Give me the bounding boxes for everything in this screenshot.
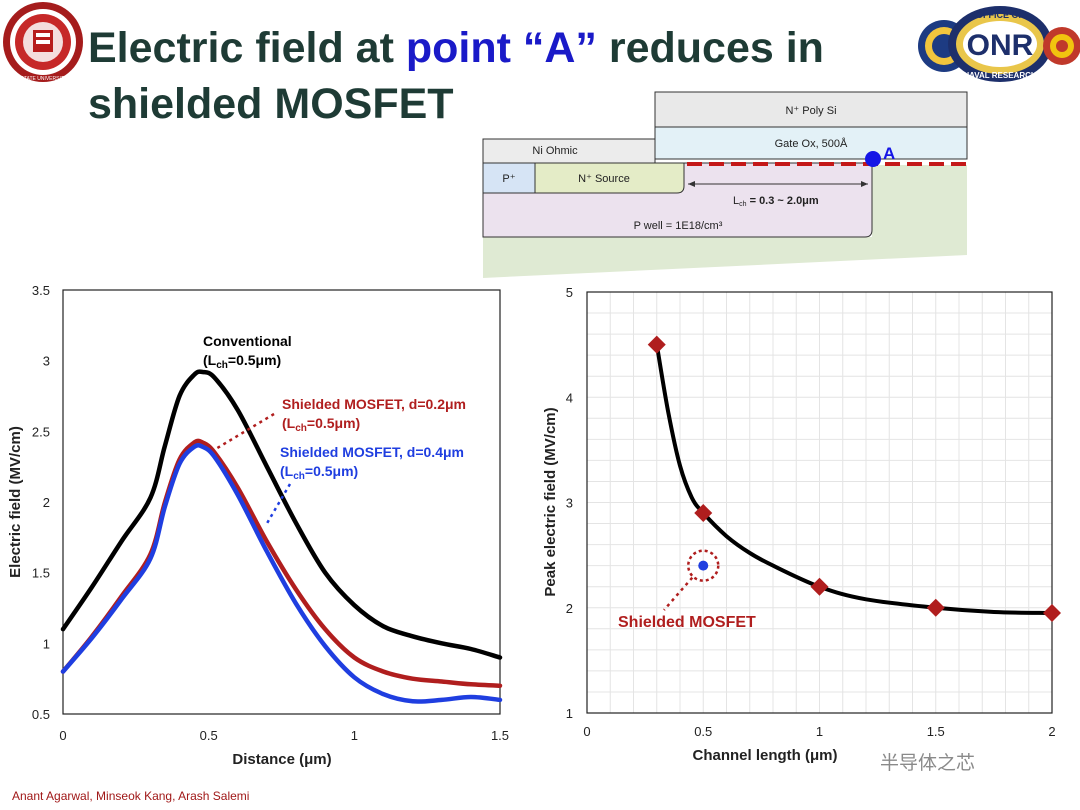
source-label: N⁺ Source [578, 173, 630, 185]
source-region [534, 162, 685, 194]
title-highlight: point “A” [405, 24, 597, 72]
data-point-3 [926, 598, 945, 617]
lch-arrow-right [861, 181, 868, 187]
lch-label: Lch = 0.3 ~ 2.0μm [733, 195, 819, 208]
chart2-ylabel: Peak electric field (MV/cm) [542, 407, 559, 596]
lch-arrow-left [688, 181, 695, 187]
y-tick-label-1: 1 [43, 636, 50, 651]
ohmic-label: Ni Ohmic [532, 145, 578, 157]
watermark: 半导体之芯 [880, 753, 976, 774]
y-tick-label-4: 5 [566, 285, 573, 300]
annotation-shielded-02-line1: Shielded MOSFET, d=0.2μm [282, 396, 466, 412]
y-tick-label-0: 1 [566, 706, 573, 721]
y-tick-label-6: 3.5 [32, 283, 50, 298]
oxide-layer [654, 126, 968, 160]
highlight-ring [687, 549, 720, 582]
y-tick-label-1: 2 [566, 601, 573, 616]
y-tick-label-2: 1.5 [32, 566, 50, 581]
annotation-shielded-04-line1: Shielded MOSFET, d=0.4μm [280, 444, 464, 460]
pplus-region [482, 162, 536, 194]
ohio-state-seal-logo: OHIO STATE UNIVERSITY 1870 [3, 2, 83, 82]
x-tick-label-1: 0.5 [694, 724, 712, 739]
y-tick-label-3: 4 [566, 390, 573, 405]
data-point-2 [810, 577, 829, 596]
x-tick-label-2: 1 [351, 728, 358, 743]
chart2-plot-frame [586, 291, 1053, 714]
onr-top-text: OFFICE OF [976, 10, 1024, 20]
poly-layer [654, 91, 968, 128]
x-tick-label-3: 1.5 [927, 724, 945, 739]
onr-text: ONR [967, 29, 1034, 62]
annotation-shielded-02-leader [213, 412, 275, 452]
x-tick-label-3: 1.5 [491, 728, 509, 743]
chart2-xlabel: Channel length (μm) [692, 747, 837, 764]
y-tick-label-3: 2 [43, 495, 50, 510]
annotation-conventional-line1: Conventional [203, 333, 292, 349]
y-tick-label-4: 2.5 [32, 424, 50, 439]
data-point-0 [647, 335, 666, 354]
annotation-shielded-04-leader [264, 483, 292, 526]
onr-bottom-text: NAVAL RESEARCH [963, 71, 1037, 80]
y-tick-label-0: 0.5 [32, 707, 50, 722]
x-tick-label-0: 0 [583, 724, 590, 739]
highlight-point [698, 560, 709, 571]
substrate-region [483, 165, 967, 278]
seal-lettering: OHIO STATE UNIVERSITY 1870 [6, 76, 80, 82]
author-footer: Anant Agarwal, Minseok Kang, Arash Salem… [12, 789, 250, 803]
y-tick-label-5: 3 [43, 354, 50, 369]
title-text-2: reduces in shielded MOSFET [88, 24, 824, 128]
pwell-label: P well = 1E18/cm³ [634, 220, 723, 232]
y-tick-label-2: 3 [566, 496, 573, 511]
point-a-marker [865, 151, 881, 167]
slide-title: Electric field at point “A” reduces in s… [88, 20, 918, 132]
data-point-4 [1043, 604, 1061, 623]
x-tick-label-2: 1 [816, 724, 823, 739]
x-tick-label-4: 2 [1048, 724, 1055, 739]
chart1-ylabel: Electric field (MV/cm) [7, 426, 24, 578]
onr-logo: OFFICE OF ONR NAVAL RESEARCH [918, 6, 1080, 82]
highlight-leader [663, 576, 694, 611]
chart1-xlabel: Distance (μm) [232, 751, 331, 768]
annotation-shielded-02-line2: (Lch=0.5μm) [282, 415, 360, 434]
data-point-1 [694, 504, 713, 523]
oxide-label: Gate Ox, 500Å [775, 137, 848, 150]
annotation-shielded-04-line2: (Lch=0.5μm) [280, 463, 358, 482]
series-line-0 [60, 369, 503, 660]
point-a-label: A [883, 144, 895, 163]
title-text-1: Electric field at [88, 24, 406, 72]
pplus-label: P⁺ [502, 173, 515, 185]
x-tick-label-1: 0.5 [200, 728, 218, 743]
chart1-plot-frame [62, 289, 501, 715]
series-line-2 [60, 442, 503, 704]
x-tick-label-0: 0 [59, 728, 66, 743]
poly-label: N⁺ Poly Si [785, 105, 836, 117]
annotation-conventional-line2: (Lch=0.5μm) [203, 352, 281, 371]
shielded-mosfet-label: Shielded MOSFET [618, 614, 756, 631]
